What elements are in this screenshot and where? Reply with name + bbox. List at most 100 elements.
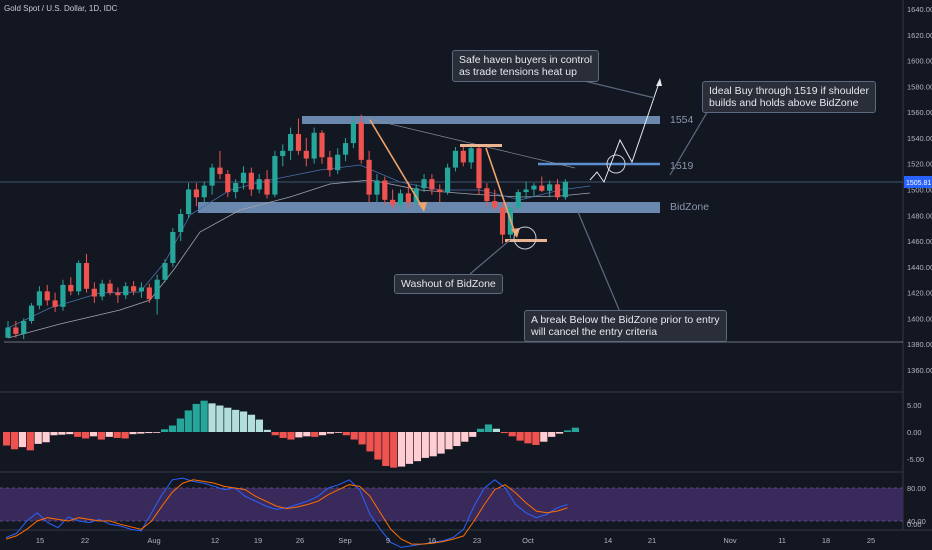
candle-body: [123, 286, 129, 296]
swing-low-marker: [505, 239, 547, 242]
candle-body: [539, 185, 545, 191]
candle-body: [429, 179, 435, 190]
candle-body: [170, 232, 176, 263]
washout-circle: [513, 226, 537, 250]
histogram-bar: [121, 432, 129, 439]
candle-body: [413, 188, 419, 203]
price-tick-label: 1380.00: [907, 340, 932, 349]
histogram-bar: [255, 419, 263, 432]
price-tick-label: 1360.00: [907, 366, 932, 375]
histogram-bar: [382, 432, 390, 467]
zone-label-bidzone: BidZone: [670, 201, 709, 213]
histogram-bar: [429, 432, 437, 457]
histogram-bar: [105, 432, 113, 437]
candle-body: [107, 283, 113, 293]
candle-body: [36, 291, 42, 306]
candle-body: [138, 287, 145, 292]
candle-body: [295, 134, 302, 151]
candle-body: [492, 201, 498, 208]
time-axis-label: 9: [386, 536, 390, 545]
price-tick-label: 1420.00: [907, 289, 932, 298]
histogram-bar: [492, 428, 500, 432]
candle-body: [131, 286, 137, 292]
histogram-bar: [97, 432, 105, 440]
candle-body: [76, 262, 82, 292]
histogram-bar: [571, 427, 579, 432]
stoch-tick-label: 80.00: [907, 484, 926, 493]
histogram-bar: [398, 432, 406, 467]
candle-body: [60, 284, 66, 307]
projected-arrow-head: [656, 78, 662, 86]
candle-body: [280, 150, 286, 156]
histogram-bar: [247, 414, 256, 432]
time-axis-label: Sep: [338, 536, 351, 545]
candle-body: [233, 183, 239, 193]
callout-washout: Washout of BidZone: [394, 274, 503, 294]
histogram-bar: [3, 432, 11, 446]
price-tick-label: 1580.00: [907, 82, 932, 91]
price-tick-label: 1540.00: [907, 134, 932, 143]
histogram-bar: [82, 432, 90, 439]
time-axis-label: Aug: [147, 536, 160, 545]
price-tick-label: 1400.00: [907, 314, 932, 323]
candle-body: [382, 180, 388, 200]
price-tick-label: 1500.00: [907, 186, 932, 195]
candle-body: [240, 172, 247, 184]
candle-body: [366, 159, 372, 195]
histogram-bar: [129, 432, 137, 435]
histogram-bar: [366, 432, 374, 452]
candle-body: [99, 283, 105, 297]
candle-body: [515, 192, 521, 208]
price-tick-label: 1560.00: [907, 108, 932, 117]
candle-body: [209, 167, 215, 186]
drop-arrow-1-head: [418, 202, 427, 212]
histogram-bar: [540, 432, 548, 442]
candle-body: [13, 327, 19, 334]
histogram-bar: [240, 411, 248, 432]
candle-body: [5, 327, 11, 338]
histogram-bar: [326, 432, 335, 434]
time-axis-label: 26: [296, 536, 304, 545]
histogram-bar: [532, 432, 540, 445]
histogram-bar: [161, 429, 169, 432]
projected-path: [589, 79, 661, 184]
histogram-bar: [279, 432, 287, 438]
time-axis-label: 15: [36, 536, 44, 545]
time-axis-label: 14: [604, 536, 612, 545]
time-axis-label: 23: [473, 536, 481, 545]
candle-body: [554, 184, 561, 198]
histogram-bar: [10, 432, 19, 450]
histogram-bar: [303, 432, 311, 437]
histogram-bar: [524, 432, 532, 444]
time-axis-label: 25: [867, 536, 875, 545]
histogram-bar: [311, 432, 319, 437]
histogram-bar: [374, 432, 382, 460]
candle-body: [185, 189, 192, 214]
stoch-d-line: [5, 479, 568, 545]
candle-body: [499, 207, 506, 235]
histogram-bar: [508, 432, 516, 437]
candle-body: [288, 134, 294, 151]
candle-body: [342, 143, 349, 155]
histogram-bar: [358, 432, 366, 445]
trend-line: [364, 117, 576, 169]
candle-body: [468, 148, 474, 163]
histogram-bar: [421, 432, 429, 458]
candle-body: [405, 193, 411, 203]
histogram-bar: [26, 432, 34, 451]
callout-safe-haven: Safe haven buyers in control as trade te…: [452, 50, 600, 82]
histogram-bar: [153, 432, 161, 433]
time-axis-label: 22: [81, 536, 89, 545]
candle-body: [374, 180, 380, 195]
time-axis-label: Oct: [522, 536, 535, 545]
candle-body: [358, 122, 364, 160]
time-axis-label: 19: [254, 536, 262, 545]
histogram-bar: [216, 405, 224, 432]
candle-body: [68, 284, 74, 292]
candle-body: [562, 181, 568, 198]
histogram-bar: [58, 432, 66, 435]
histogram-bar: [263, 429, 271, 432]
histogram-bar: [192, 403, 200, 432]
connector-ideal-buy: [669, 103, 713, 176]
histogram-bar: [271, 432, 279, 436]
